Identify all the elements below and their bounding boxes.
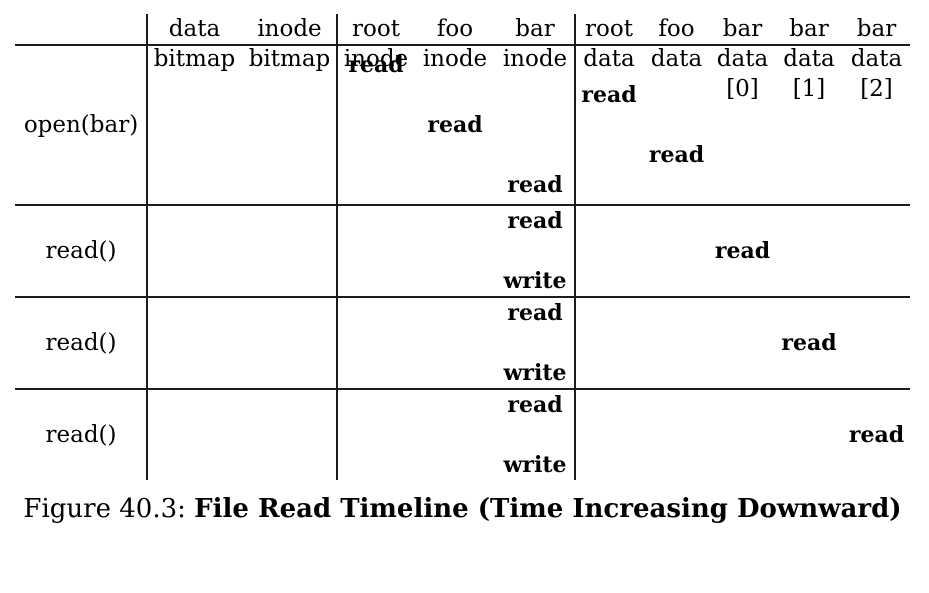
op-write-bar-inode: write xyxy=(503,360,567,386)
op-read-bar-data-0: read xyxy=(714,238,771,264)
syscall-row-0: open(bar) read read read read read xyxy=(15,44,910,204)
op-read-foo-inode: read xyxy=(427,112,483,138)
column-header-line: bitmap xyxy=(248,46,331,72)
column-header-line: inode xyxy=(343,46,409,72)
column-header-root-inode: root inode xyxy=(337,14,415,72)
vertical-separator-bitmaps xyxy=(146,14,148,480)
column-header-bar-data-0: bar data [0] xyxy=(710,14,775,102)
op-read-bar-inode: read xyxy=(507,392,563,418)
column-header-line: [1] xyxy=(792,76,826,102)
column-header-line: bar xyxy=(722,16,763,42)
column-header-foo-data: foo data xyxy=(643,14,710,72)
column-header-line: bar xyxy=(789,16,829,42)
syscall-row-3: read() read read write xyxy=(15,388,910,480)
row-label: open(bar) xyxy=(23,112,139,138)
column-header-line: inode xyxy=(422,46,488,72)
column-header-bar-data-2: bar data [2] xyxy=(843,14,910,102)
column-header-line: bar xyxy=(856,16,897,42)
column-header-line: data xyxy=(850,46,903,72)
op-read-foo-data: read xyxy=(648,142,705,168)
op-write-bar-inode: write xyxy=(503,268,567,294)
column-header-line: [2] xyxy=(860,76,893,102)
syscall-row-1: read() read read write xyxy=(15,204,910,296)
column-header-line: inode xyxy=(502,46,568,72)
file-read-timeline-table: data bitmap inode bitmap root inode foo inode ba… xyxy=(15,14,910,480)
syscall-row-2: read() read read write xyxy=(15,296,910,388)
caption-title: File Read Timeline (Time Increasing Down… xyxy=(194,494,902,524)
column-header-line: bar xyxy=(515,16,555,42)
column-header-line: data xyxy=(716,46,769,72)
row-label: read() xyxy=(45,330,117,356)
column-header-line: data xyxy=(650,46,703,72)
op-write-bar-inode: write xyxy=(503,452,567,478)
column-header-data-bitmap: data bitmap xyxy=(147,14,242,72)
column-header-line: bitmap xyxy=(153,46,236,72)
column-header-foo-inode: foo inode xyxy=(415,14,495,72)
op-read-bar-inode: read xyxy=(507,172,563,198)
op-read-bar-inode: read xyxy=(507,208,563,234)
column-header-line: [0] xyxy=(726,76,759,102)
column-header-inode-bitmap: inode bitmap xyxy=(242,14,337,72)
vertical-separator-data xyxy=(574,14,576,480)
column-header-line: data xyxy=(583,46,635,72)
header-row: data bitmap inode bitmap root inode foo inode ba… xyxy=(15,14,910,102)
column-header-root-data: root data xyxy=(575,14,643,72)
vertical-separator-inodes xyxy=(336,14,338,480)
column-header-line: data xyxy=(783,46,835,72)
op-read-bar-data-2: read xyxy=(848,422,905,448)
column-header-line: foo xyxy=(658,16,695,42)
row-label: read() xyxy=(45,238,117,264)
op-read-root-data: read xyxy=(581,82,637,108)
row-label: read() xyxy=(45,422,117,448)
caption-prefix: Figure 40.3: xyxy=(23,494,195,524)
op-read-bar-data-1: read xyxy=(781,330,837,356)
column-header-bar-data-1: bar data [1] xyxy=(775,14,843,102)
op-read-bar-inode: read xyxy=(507,300,563,326)
column-header-bar-inode: bar inode xyxy=(495,14,575,72)
column-header-line: data xyxy=(168,16,221,42)
op-read-root-inode: read xyxy=(348,52,404,78)
column-header-line: root xyxy=(585,16,633,42)
column-header-line: root xyxy=(352,16,400,42)
figure-caption: Figure 40.3: File Read Timeline (Time In… xyxy=(15,492,910,526)
column-header-line: inode xyxy=(257,16,322,42)
column-header-line: foo xyxy=(436,16,474,42)
